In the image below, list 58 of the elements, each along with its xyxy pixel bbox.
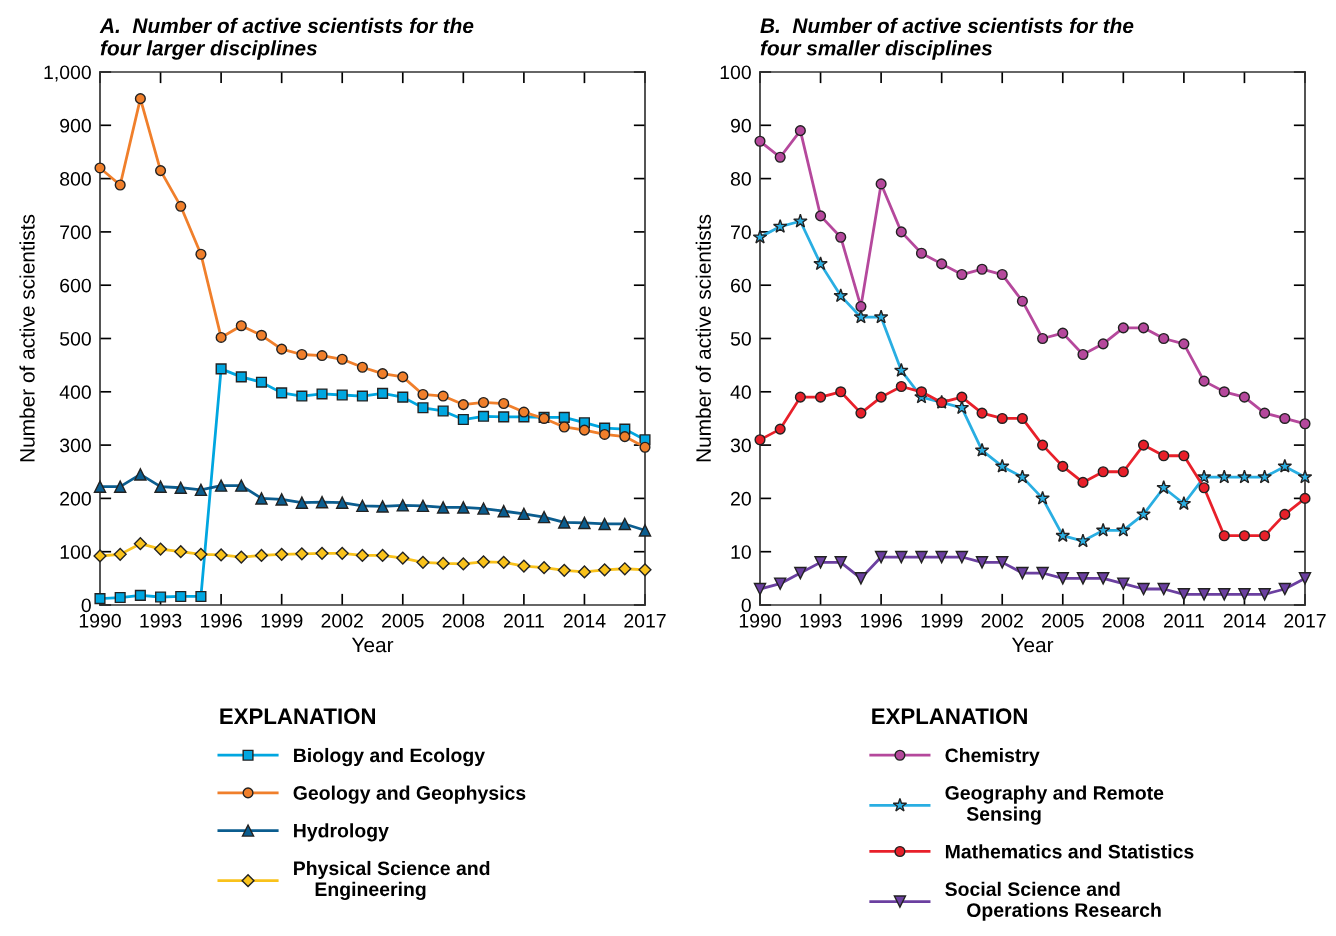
y-tick-label: 300 bbox=[59, 438, 91, 453]
y-tick-label: 1,000 bbox=[44, 65, 91, 82]
x-tick-label: 2011 bbox=[1163, 613, 1204, 628]
y-tick-label: 30 bbox=[730, 438, 751, 453]
x-tick-label: 1996 bbox=[860, 613, 902, 628]
y-tick-label: 50 bbox=[730, 331, 751, 346]
x-tick-label: 2008 bbox=[1102, 613, 1145, 628]
legend-title: EXPLANATION bbox=[872, 708, 1027, 725]
y-tick-label: 60 bbox=[731, 278, 751, 293]
y-tick-label: 70 bbox=[731, 225, 751, 240]
x-tick-label: 2017 bbox=[624, 613, 666, 628]
x-axis-title: Year bbox=[351, 637, 394, 653]
x-tick-label: 2002 bbox=[321, 613, 363, 628]
y-tick-label: 10 bbox=[731, 545, 751, 559]
y-axis-title: Number of active scientists bbox=[695, 214, 711, 462]
legend-label: Geology and Geophysics bbox=[293, 785, 526, 804]
legend-title: EXPLANATION bbox=[220, 708, 375, 725]
chart-title: B. Number of active scientists for the four smaller disciplines bbox=[760, 17, 1134, 60]
x-tick-label: 2014 bbox=[1223, 613, 1266, 628]
x-tick-label: 1996 bbox=[200, 613, 242, 628]
x-tick-label: 2008 bbox=[442, 613, 485, 628]
x-tick-label: 2014 bbox=[563, 613, 606, 628]
x-tick-label: 1999 bbox=[261, 613, 303, 628]
y-tick-label: 400 bbox=[59, 385, 91, 400]
legend-label: Biology and Ecology bbox=[294, 747, 485, 767]
x-tick-label: 1990 bbox=[79, 613, 121, 628]
x-axis-title: Year bbox=[1011, 637, 1054, 653]
y-tick-label: 100 bbox=[60, 545, 91, 559]
y-tick-label: 0 bbox=[81, 598, 91, 613]
legend-label: Chemistry bbox=[945, 747, 1040, 767]
y-tick-label: 200 bbox=[60, 491, 91, 506]
y-axis-title: Number of active scientists bbox=[19, 214, 35, 462]
y-tick-label: 80 bbox=[730, 172, 751, 186]
x-tick-label: 2017 bbox=[1284, 613, 1326, 628]
legend-label: Physical Science and Engineering bbox=[294, 860, 490, 901]
legend-label: Social Science and Operations Research bbox=[945, 881, 1161, 921]
x-tick-label: 2005 bbox=[1042, 613, 1084, 628]
y-tick-label: 500 bbox=[60, 331, 91, 346]
chart-title: A. Number of active scientists for the four larger disciplines bbox=[99, 17, 474, 60]
x-tick-label: 1990 bbox=[739, 613, 781, 628]
y-tick-label: 0 bbox=[741, 598, 751, 613]
y-tick-label: 800 bbox=[60, 172, 91, 186]
x-tick-label: 1993 bbox=[140, 613, 182, 628]
y-tick-label: 100 bbox=[720, 65, 751, 80]
x-tick-label: 1993 bbox=[800, 613, 842, 628]
legend-label: Hydrology bbox=[294, 823, 389, 842]
y-tick-label: 700 bbox=[60, 225, 91, 240]
y-tick-label: 900 bbox=[60, 118, 91, 133]
y-tick-label: 40 bbox=[730, 385, 751, 400]
x-tick-label: 1999 bbox=[921, 613, 963, 628]
x-tick-label: 2011 bbox=[503, 613, 544, 628]
x-tick-label: 2005 bbox=[382, 613, 424, 628]
y-tick-label: 90 bbox=[730, 118, 751, 133]
x-tick-label: 2002 bbox=[981, 613, 1023, 628]
legend-label: Mathematics and Statistics bbox=[945, 844, 1194, 859]
y-tick-label: 600 bbox=[60, 278, 91, 293]
y-tick-label: 20 bbox=[731, 491, 751, 506]
legend-label: Geography and Remote Sensing bbox=[945, 785, 1164, 825]
